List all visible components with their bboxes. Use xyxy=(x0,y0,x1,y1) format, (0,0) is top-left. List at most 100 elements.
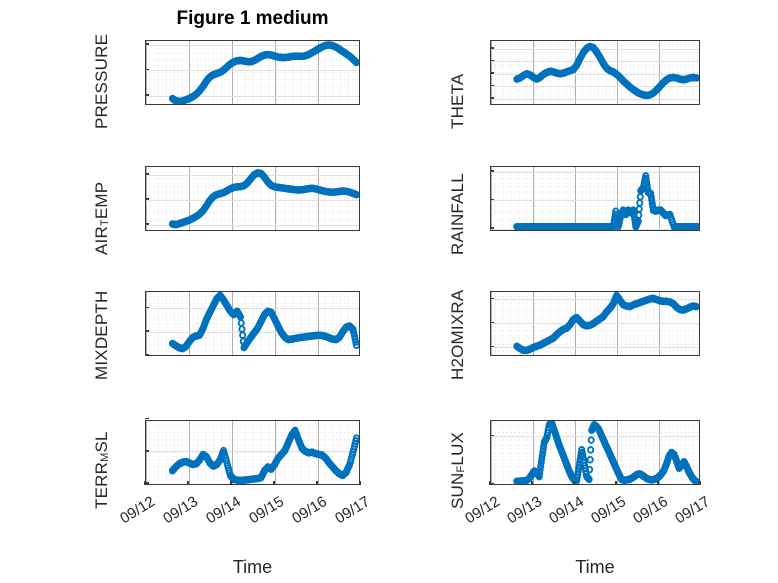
figure-title: Figure 1 medium xyxy=(176,8,329,29)
gridline-horizontal xyxy=(491,299,699,301)
gridline-horizontal xyxy=(146,174,359,176)
gridline-vertical xyxy=(275,41,276,104)
gridline-horizontal xyxy=(491,484,699,485)
x-tick-mark xyxy=(699,481,701,485)
major-grid-sun_flux xyxy=(491,421,699,484)
gridline-vertical xyxy=(533,292,534,355)
gridline-vertical xyxy=(232,41,233,104)
y-tick-mark xyxy=(490,321,494,324)
gridline-vertical xyxy=(533,41,534,104)
y-axis-label-text: H2OMIXRA xyxy=(448,289,467,380)
x-tick-mark xyxy=(573,481,575,485)
gridline-horizontal xyxy=(146,44,359,46)
y-axis-label-text: MIXDEPTH xyxy=(92,290,111,380)
minor-grid-pressure xyxy=(146,41,359,104)
y-tick-mark xyxy=(490,198,494,201)
gridline-vertical xyxy=(491,421,492,484)
gridline-horizontal xyxy=(491,347,699,349)
gridline-vertical xyxy=(232,167,233,230)
gridline-vertical xyxy=(575,167,576,230)
gridline-vertical xyxy=(275,421,276,484)
plot-area-mixdepth xyxy=(145,291,360,356)
gridline-vertical xyxy=(659,41,660,104)
gridline-vertical xyxy=(533,421,534,484)
gridline-horizontal xyxy=(491,323,699,325)
major-grid-rainfall xyxy=(491,167,699,230)
data-series-pressure xyxy=(146,41,359,104)
major-grid-h2omixra xyxy=(491,292,699,355)
y-axis-label-mixdepth: MIXDEPTH xyxy=(92,291,112,380)
plot-area-terr_msl xyxy=(145,420,360,485)
major-grid-pressure xyxy=(146,41,359,104)
gridline-vertical xyxy=(146,292,147,355)
y-tick-mark xyxy=(145,306,149,309)
gridline-vertical xyxy=(189,292,190,355)
y-tick-mark xyxy=(490,72,494,74)
gridline-horizontal xyxy=(146,483,359,484)
gridline-horizontal xyxy=(491,200,699,202)
gridline-horizontal xyxy=(491,228,699,230)
gridline-vertical xyxy=(533,167,534,230)
x-tick-mark xyxy=(316,481,318,485)
y-axis-label-sun_flux: SUNFLUX xyxy=(448,432,468,509)
y-tick-mark xyxy=(145,449,149,452)
minor-grid-theta xyxy=(491,41,699,104)
gridline-vertical xyxy=(318,167,319,230)
y-axis-label-terr_msl: TERRMSL xyxy=(92,431,112,509)
gridline-horizontal xyxy=(146,331,359,333)
gridline-horizontal xyxy=(146,199,359,201)
y-axis-label-text: SUNFLUX xyxy=(448,431,467,509)
y-tick-mark xyxy=(490,345,494,348)
gridline-horizontal xyxy=(146,70,359,72)
gridline-vertical xyxy=(189,167,190,230)
gridline-horizontal xyxy=(146,95,359,97)
gridline-horizontal xyxy=(491,98,699,100)
gridline-vertical xyxy=(146,421,147,484)
x-tick-mark xyxy=(657,481,659,485)
gridline-vertical xyxy=(617,421,618,484)
y-tick-mark xyxy=(145,223,149,225)
y-tick-mark xyxy=(490,434,494,437)
gridline-vertical xyxy=(575,421,576,484)
gridline-vertical xyxy=(189,41,190,104)
y-tick-mark xyxy=(490,227,494,229)
gridline-vertical xyxy=(659,167,660,230)
y-tick-mark xyxy=(490,59,494,62)
major-grid-air_temp xyxy=(146,167,359,230)
data-series-sun_flux xyxy=(491,421,699,484)
x-axis-label-terr_msl: Time xyxy=(232,557,273,577)
plot-area-pressure xyxy=(145,40,360,105)
minor-grid-rainfall xyxy=(491,167,699,230)
gridline-vertical xyxy=(232,292,233,355)
gridline-vertical xyxy=(318,41,319,104)
x-tick-mark xyxy=(187,481,189,485)
plot-area-air_temp xyxy=(145,166,360,231)
y-tick-mark xyxy=(145,482,149,484)
x-tick-mark xyxy=(359,481,361,485)
y-tick-mark xyxy=(145,417,149,420)
gridline-vertical xyxy=(659,421,660,484)
y-tick-mark xyxy=(490,97,494,99)
minor-grid-h2omixra xyxy=(491,292,699,355)
minor-grid-sun_flux xyxy=(491,421,699,484)
major-grid-theta xyxy=(491,41,699,104)
gridline-horizontal xyxy=(491,436,699,438)
x-tick-mark xyxy=(273,481,275,485)
y-axis-label-text: RAINFALL xyxy=(448,173,467,255)
gridline-horizontal xyxy=(146,308,359,310)
minor-grid-mixdepth xyxy=(146,292,359,355)
x-tick-mark xyxy=(531,481,533,485)
y-tick-mark xyxy=(145,173,149,175)
gridline-vertical xyxy=(232,421,233,484)
y-axis-label-text: THETA xyxy=(448,73,467,129)
y-axis-label-text: PRESSURE xyxy=(92,33,111,129)
y-tick-mark xyxy=(490,297,494,300)
gridline-vertical xyxy=(617,41,618,104)
gridline-horizontal xyxy=(146,451,359,453)
data-series-h2omixra xyxy=(491,292,699,355)
y-axis-label-rainfall: RAINFALL xyxy=(448,173,468,255)
gridline-vertical xyxy=(659,292,660,355)
gridline-horizontal xyxy=(491,48,699,50)
y-tick-mark xyxy=(490,482,494,485)
gridline-vertical xyxy=(189,421,190,484)
